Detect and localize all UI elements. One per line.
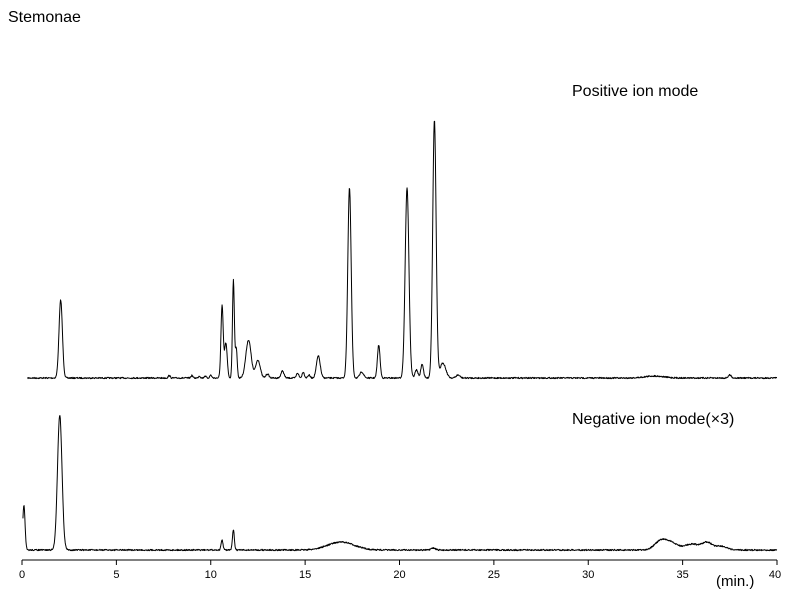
negative-ion-trace (22, 415, 778, 552)
x-tick-label: 30 (582, 569, 594, 581)
x-tick-label: 40 (769, 569, 781, 581)
chart-title: Stemonae (8, 9, 81, 26)
x-tick-label: 25 (488, 569, 500, 581)
x-axis-label: (min.) (716, 573, 754, 590)
x-axis-ticks: 0 5 10 15 20 25 30 35 40 (19, 560, 781, 581)
series-label-positive: Positive ion mode (572, 83, 698, 100)
series-label-negative: Negative ion mode(×3) (572, 411, 734, 428)
x-tick-label: 35 (677, 569, 689, 581)
positive-ion-trace (27, 120, 778, 380)
x-tick-label: 10 (205, 569, 217, 581)
x-tick-label: 5 (113, 569, 119, 581)
x-tick-label: 15 (299, 569, 311, 581)
x-tick-label: 20 (393, 569, 405, 581)
x-tick-label: 0 (19, 569, 25, 581)
